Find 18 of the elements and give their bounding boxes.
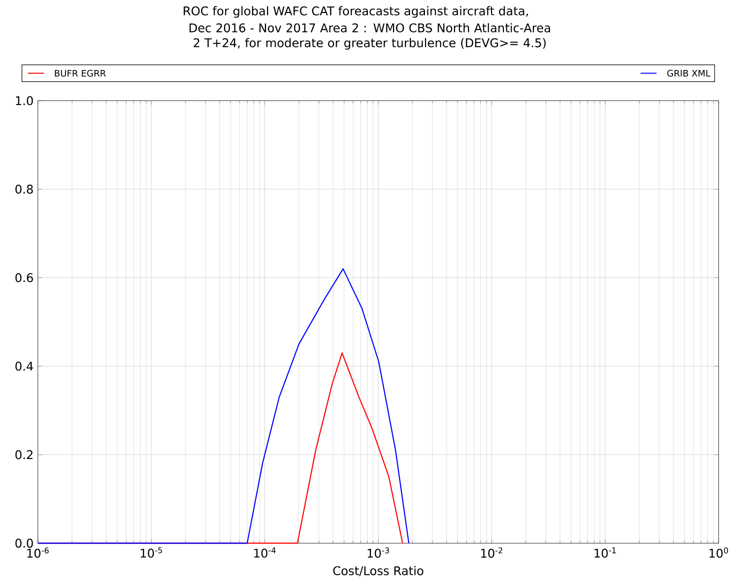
legend-label: BUFR EGRR: [54, 70, 106, 77]
y-tick-label: 0.4: [15, 362, 34, 371]
x-tick-label: 10$^{-6}$: [27, 547, 49, 558]
y-tick-label: 0.0: [15, 538, 33, 548]
x-axis-title: Cost/Loss Ratio: [333, 566, 424, 576]
x-tick-label: 10$^{-4}$: [254, 547, 276, 558]
x-tick-label: 10$^{-3}$: [368, 547, 389, 558]
y-tick-label: 0.2: [15, 450, 32, 460]
x-tick-label: 10$^{-2}$: [481, 547, 502, 558]
legend-label: GRIB XML: [667, 70, 710, 77]
x-tick-label: 10$^{-5}$: [140, 547, 162, 558]
chart-subtitle: Dec 2016 - Nov 2017 Area 2 : WMO CBS North Atlantic-Area 2 T+24, for moderate or greater turbulence (DEVG>= 4.5): [190, 23, 550, 50]
x-tick-label: 10$^{0}$: [710, 547, 728, 558]
chart-title: ROC for global WAFC CAT foreacasts against aircraft data,: [184, 6, 528, 18]
x-tick-label: 10$^{-1}$: [594, 547, 616, 558]
y-tick-label: 1.0: [16, 96, 33, 106]
y-tick-label: 0.8: [15, 184, 33, 194]
y-tick-label: 0.6: [15, 273, 33, 282]
